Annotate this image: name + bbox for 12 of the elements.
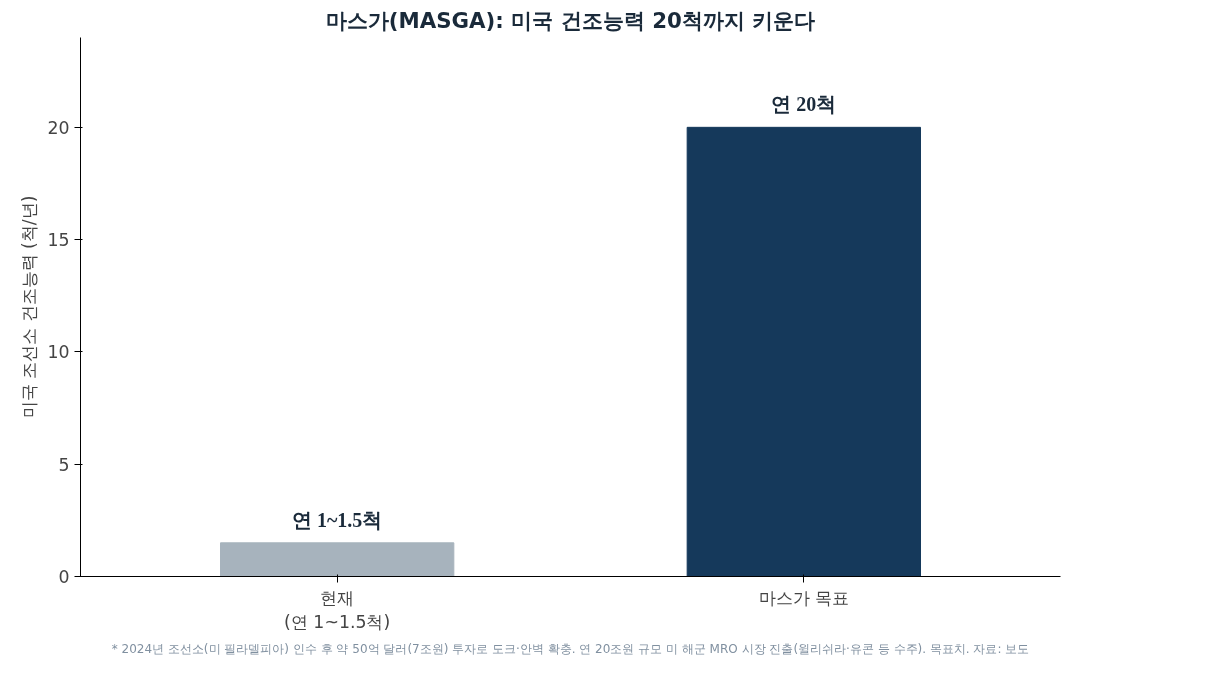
y-tick-label: 15 xyxy=(47,230,70,251)
data-label: 연 20척 xyxy=(771,93,837,116)
text: * 2024년 조선소(미 필라델피아) 인수 후 약 50억 달러(7조원) 투자로 도크·안벽 확충. 연 20조원 규모 미 해군 MRO 시장 진출(윌리쉬라·유콘 등 수주). 목표치. 자료: 보도 xyxy=(111,641,1030,656)
x-tick-label: 마스가 목표 xyxy=(758,587,850,608)
y-tick-label: 20 xyxy=(47,117,70,138)
x-tick-label: 현재 (연 1~1.5척) xyxy=(284,587,391,632)
data-label: 연 1~1.5척 xyxy=(291,508,383,531)
y-axis-title: 미국 조선소 건조능력 (척/년) xyxy=(19,195,40,419)
y-tick-label: 10 xyxy=(47,342,70,363)
chart-title: 마스가(MASGA): 미국 건조능력 20척까지 키운다 xyxy=(325,7,816,33)
y-tick-label: 0 xyxy=(58,567,70,587)
y-tick-label: 5 xyxy=(58,454,70,475)
